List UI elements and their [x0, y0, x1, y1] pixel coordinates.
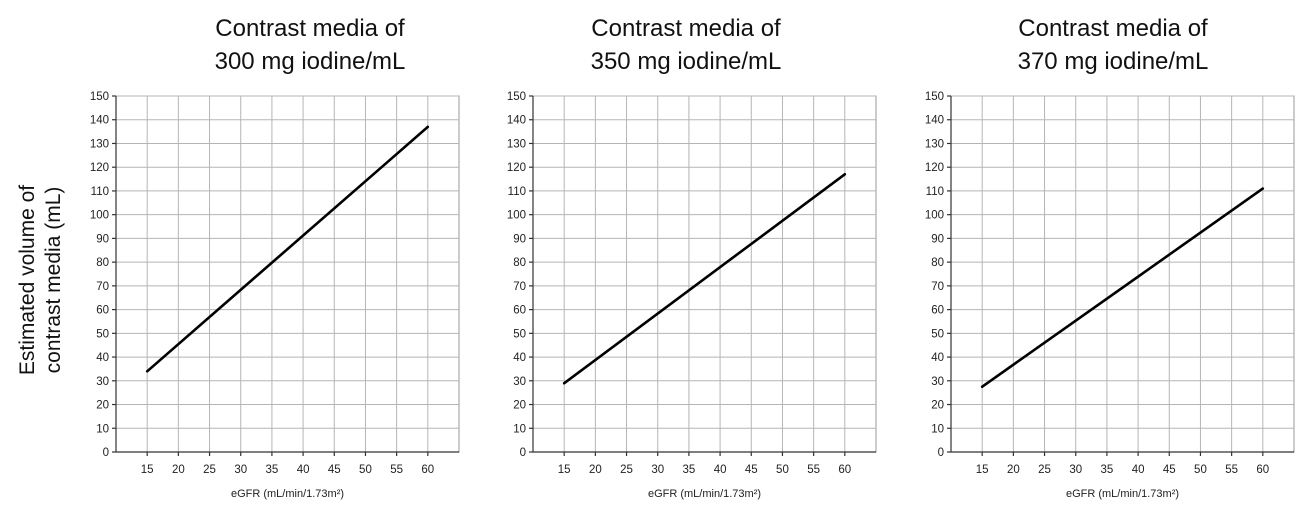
x-tick-label: 35	[266, 464, 279, 476]
y-tick-label: 110	[91, 186, 109, 198]
y-tick-label: 60	[96, 305, 109, 317]
y-tick-label: 50	[931, 328, 944, 340]
y-tick-label: 130	[507, 138, 526, 150]
y-tick-label: 0	[520, 447, 526, 459]
y-tick-label: 110	[508, 186, 526, 198]
panel-title-line-2: 370 mg iodine/mL	[1018, 48, 1209, 75]
y-tick-label: 10	[96, 423, 109, 435]
y-tick-label: 40	[931, 352, 944, 364]
y-tick-label: 50	[513, 328, 526, 340]
x-tick-label: 25	[620, 464, 633, 476]
y-tick-label: 10	[931, 423, 944, 435]
y-tick-label: 0	[103, 447, 109, 459]
y-tick-label: 30	[96, 376, 109, 388]
y-tick-label: 10	[513, 423, 526, 435]
x-tick-label: 60	[1256, 464, 1269, 476]
series-line-1	[145, 125, 430, 373]
x-tick-label: 40	[714, 464, 727, 476]
y-tick-label: 80	[96, 257, 109, 269]
x-tick-label: 35	[1101, 464, 1114, 476]
x-tick-label: 15	[558, 464, 571, 476]
panel-300-mg-iodine: Contrast media of 300 mg iodine/mL 0 10 20 30…	[90, 15, 460, 500]
panel-title-line-1: Contrast media of	[215, 15, 405, 42]
x-tick-label: 50	[359, 464, 372, 476]
y-tick-label: 70	[513, 281, 526, 293]
y-tick-label: 80	[931, 257, 944, 269]
y-tick-label: 120	[90, 162, 109, 174]
y-tick-label: 120	[925, 162, 944, 174]
plot-frame	[950, 95, 1295, 453]
y-tick-label: 70	[96, 281, 109, 293]
x-tick-label: 25	[203, 464, 216, 476]
x-tick-label: 60	[421, 464, 434, 476]
x-tick-label: 20	[589, 464, 602, 476]
panel-370-mg-iodine: Contrast media of 370 mg iodine/mL 0 10 20 30…	[925, 15, 1295, 500]
shared-y-axis-label-line-1: Estimated volume of	[16, 185, 39, 375]
x-tick-label: 25	[1038, 464, 1051, 476]
x-tick-label: 15	[141, 464, 154, 476]
x-tick-label: 20	[172, 464, 185, 476]
x-tick-label: 30	[1069, 464, 1082, 476]
y-tick-label: 100	[925, 210, 944, 222]
x-tick-label: 60	[838, 464, 851, 476]
plot-frame	[532, 95, 877, 453]
x-tick-label: 55	[1225, 464, 1238, 476]
x-tick-label: 50	[776, 464, 789, 476]
y-tick-label: 90	[931, 233, 944, 245]
y-tick-label: 70	[931, 281, 944, 293]
y-tick-label: 150	[90, 91, 109, 103]
y-tick-label: 20	[931, 400, 944, 412]
panel-title-line-1: Contrast media of	[591, 15, 781, 42]
series-line-1	[980, 187, 1265, 389]
y-tick-label: 150	[507, 91, 526, 103]
y-tick-label: 60	[513, 305, 526, 317]
x-tick-label: 40	[297, 464, 310, 476]
y-tick-label: 130	[90, 138, 109, 150]
plot-frame	[115, 95, 460, 453]
x-tick-label: 55	[390, 464, 403, 476]
x-tick-label: 30	[651, 464, 664, 476]
y-tick-label: 20	[96, 400, 109, 412]
x-tick-label: 30	[234, 464, 247, 476]
y-tick-label: 140	[925, 115, 944, 127]
x-tick-label: 35	[683, 464, 696, 476]
series-line-1	[562, 173, 847, 385]
x-tick-label: 45	[1163, 464, 1176, 476]
x-tick-label: 40	[1132, 464, 1145, 476]
x-axis-label: eGFR (mL/min/1.73m²)	[231, 488, 344, 500]
y-tick-label: 20	[513, 400, 526, 412]
y-tick-label: 90	[96, 233, 109, 245]
x-tick-label: 20	[1007, 464, 1020, 476]
y-tick-label: 120	[507, 162, 526, 174]
x-axis-label: eGFR (mL/min/1.73m²)	[648, 488, 761, 500]
y-tick-label: 140	[507, 115, 526, 127]
panel-title-line-1: Contrast media of	[1018, 15, 1208, 42]
x-tick-label: 45	[745, 464, 758, 476]
y-tick-label: 30	[931, 376, 944, 388]
panel-title-line-2: 350 mg iodine/mL	[591, 48, 782, 75]
y-tick-label: 110	[926, 186, 944, 198]
y-tick-label: 50	[96, 328, 109, 340]
x-axis-label: eGFR (mL/min/1.73m²)	[1066, 488, 1179, 500]
y-tick-label: 30	[513, 376, 526, 388]
panel-title-line-2: 300 mg iodine/mL	[215, 48, 406, 75]
panel-350-mg-iodine: Contrast media of 350 mg iodine/mL 0 10 20 30…	[507, 15, 877, 500]
y-tick-label: 40	[96, 352, 109, 364]
y-tick-label: 80	[513, 257, 526, 269]
x-tick-label: 55	[807, 464, 820, 476]
y-tick-label: 130	[925, 138, 944, 150]
y-tick-label: 40	[513, 352, 526, 364]
y-tick-label: 60	[931, 305, 944, 317]
y-tick-label: 100	[507, 210, 526, 222]
x-tick-label: 45	[328, 464, 341, 476]
y-tick-label: 100	[90, 210, 109, 222]
x-tick-label: 15	[976, 464, 989, 476]
y-tick-label: 150	[925, 91, 944, 103]
x-tick-label: 50	[1194, 464, 1207, 476]
y-tick-label: 0	[938, 447, 944, 459]
y-tick-label: 140	[90, 115, 109, 127]
y-tick-label: 90	[513, 233, 526, 245]
shared-y-axis-label-line-2: contrast media (mL)	[42, 187, 65, 374]
